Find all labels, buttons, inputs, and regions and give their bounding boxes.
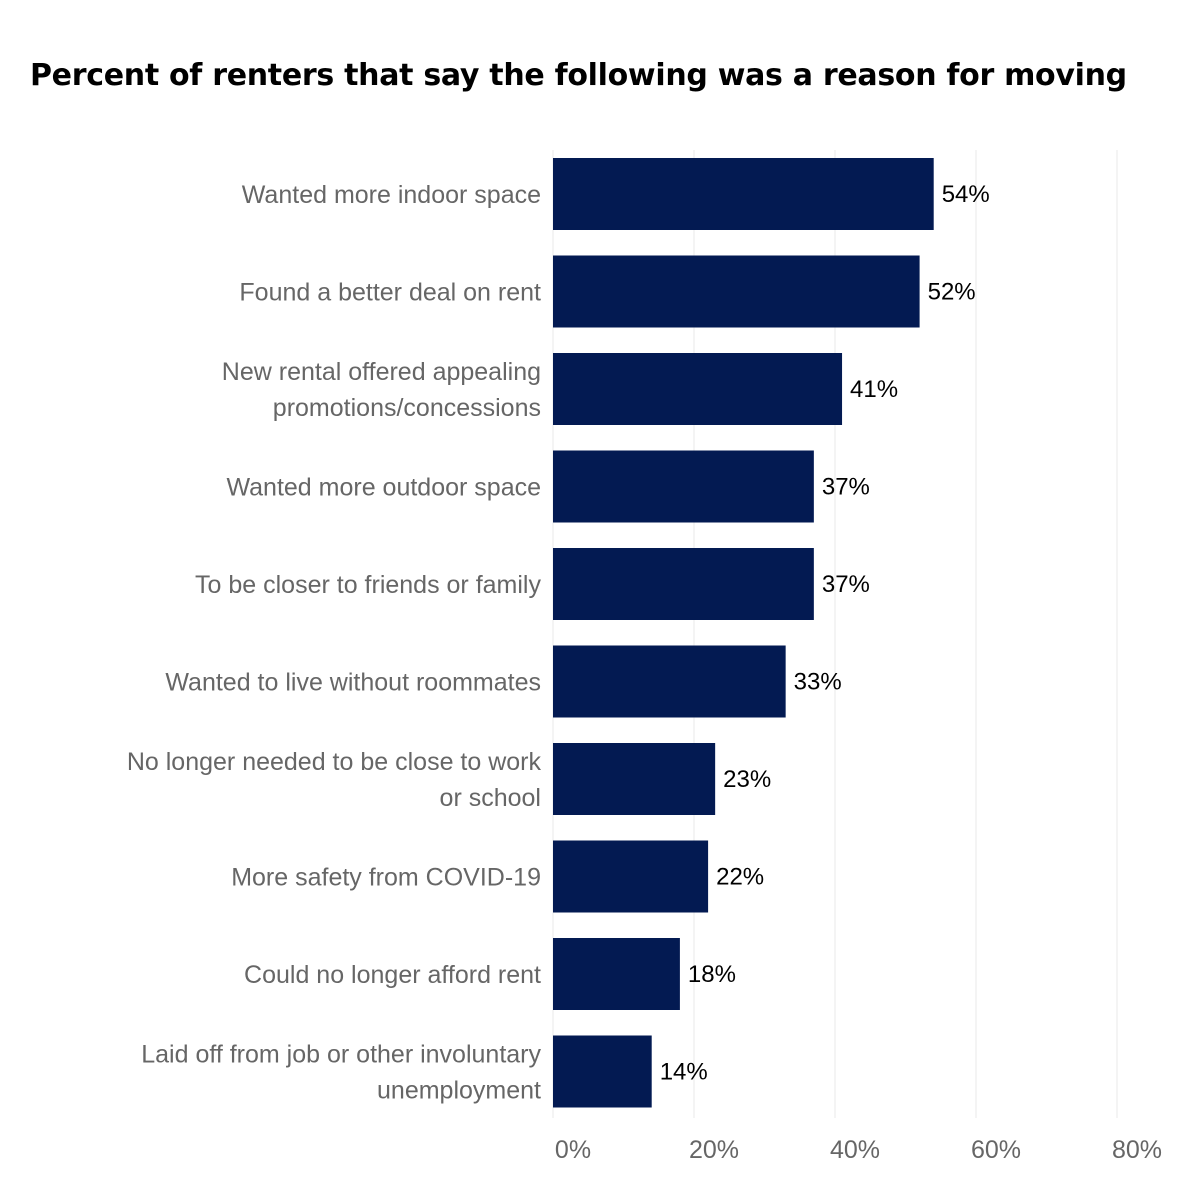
data-label: 41% [850, 376, 898, 403]
data-label: 54% [942, 181, 990, 208]
category-label: New rental offered appealing promotions/c… [222, 358, 541, 422]
category-label: Found a better deal on rent [239, 279, 541, 307]
x-tick-label: 0% [555, 1136, 591, 1164]
data-label: 18% [688, 961, 736, 988]
x-tick-label: 60% [971, 1136, 1021, 1164]
x-tick-label: 80% [1112, 1136, 1162, 1164]
category-label: Wanted to live without roommates [165, 669, 541, 697]
bar [553, 158, 934, 230]
data-label: 52% [928, 279, 976, 306]
category-label: Laid off from job or other involuntary un… [141, 1041, 541, 1105]
category-label: More safety from COVID-19 [231, 864, 541, 892]
x-tick-label: 20% [689, 1136, 739, 1164]
bar [553, 548, 814, 620]
data-label: 14% [660, 1059, 708, 1086]
category-label: Could no longer afford rent [244, 961, 541, 989]
data-label: 23% [723, 766, 771, 793]
data-label: 37% [822, 571, 870, 598]
bar [553, 645, 786, 718]
data-label: 22% [716, 864, 764, 891]
bar [553, 450, 814, 523]
bar [553, 353, 843, 425]
chart-title: Percent of renters that say the followin… [30, 58, 1127, 93]
data-label: 37% [822, 474, 870, 501]
category-label: To be closer to friends or family [195, 571, 541, 599]
bar [553, 743, 716, 815]
category-label: Wanted more outdoor space [226, 474, 541, 502]
bar [553, 1035, 652, 1108]
bar [553, 840, 709, 913]
category-label: Wanted more indoor space [242, 181, 541, 209]
x-tick-label: 40% [830, 1136, 880, 1164]
category-label: No longer needed to be close to work or s… [127, 748, 542, 812]
bar [553, 938, 680, 1010]
bar [553, 255, 920, 328]
data-label: 33% [794, 669, 842, 696]
